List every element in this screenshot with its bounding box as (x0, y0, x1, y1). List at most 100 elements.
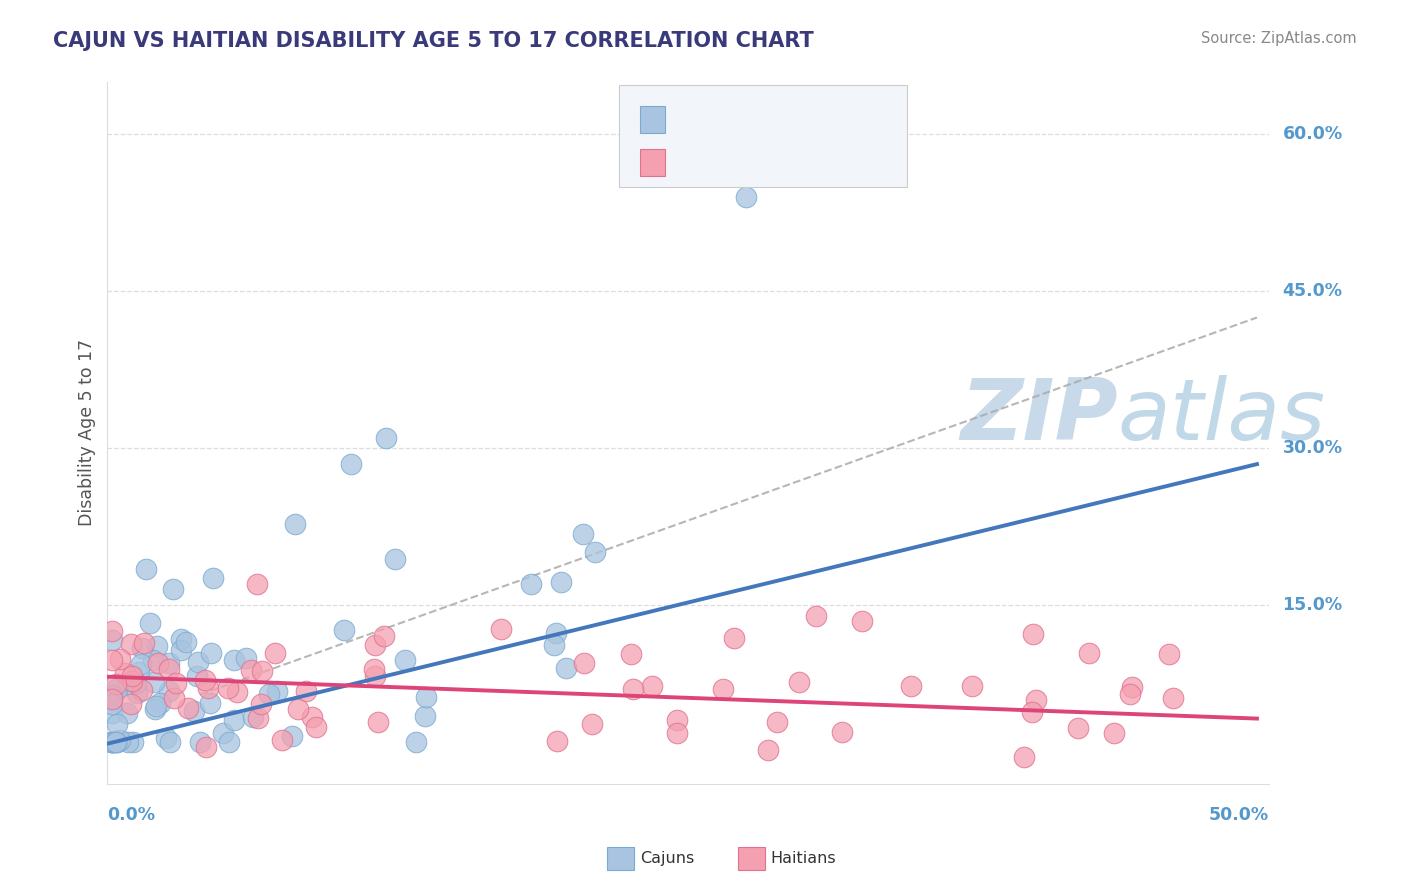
Point (295, 684, 318, 698)
Point (121, 674, 143, 689)
Point (571, 527, 593, 541)
Point (217, 681, 239, 695)
Point (197, 681, 219, 696)
Point (105, 734, 128, 748)
Point (804, 609, 827, 624)
Text: Haitians: Haitians (770, 851, 837, 865)
Point (101, 632, 124, 647)
Point (224, 653, 246, 667)
Point (107, 717, 129, 731)
Point (242, 710, 264, 724)
Point (143, 702, 166, 716)
Point (713, 681, 735, 696)
Point (1163, 690, 1185, 705)
Point (304, 721, 326, 735)
Point (195, 739, 218, 754)
Point (146, 640, 169, 654)
Point (198, 696, 221, 710)
Point (550, 574, 572, 589)
Point (962, 679, 984, 693)
Point (186, 669, 208, 683)
Point (105, 682, 128, 697)
Point (250, 697, 273, 711)
Point (641, 679, 664, 693)
Point (1021, 705, 1043, 719)
Point (489, 622, 512, 636)
Point (373, 629, 395, 643)
Point (134, 635, 156, 649)
Point (665, 726, 688, 740)
Point (131, 683, 153, 698)
Point (226, 684, 249, 698)
Point (146, 656, 169, 670)
Point (159, 734, 181, 748)
Point (129, 657, 152, 671)
Point (163, 690, 186, 705)
Point (101, 706, 124, 721)
Point (101, 691, 124, 706)
Point (301, 709, 323, 723)
Point (202, 571, 225, 585)
Point (246, 577, 269, 591)
Point (364, 669, 387, 683)
Text: atlas: atlas (1118, 376, 1326, 458)
Point (104, 677, 127, 691)
Point (723, 631, 745, 645)
Point (900, 679, 922, 693)
Point (159, 661, 181, 675)
Point (142, 653, 165, 667)
Point (266, 683, 288, 698)
Point (333, 623, 356, 637)
Point (572, 656, 595, 670)
Point (224, 713, 246, 727)
Point (235, 651, 257, 665)
Point (384, 552, 406, 566)
Point (766, 714, 789, 729)
Point (101, 624, 124, 638)
Point (188, 734, 211, 748)
Text: 45.0%: 45.0% (1282, 283, 1343, 301)
Point (117, 734, 139, 748)
Point (125, 686, 148, 700)
Point (621, 681, 644, 696)
Point (101, 653, 124, 667)
Point (405, 734, 427, 748)
Point (176, 635, 198, 649)
Point (544, 625, 567, 640)
Point (1025, 692, 1047, 706)
Point (1119, 687, 1142, 701)
Point (1121, 680, 1143, 694)
Point (375, 431, 398, 445)
Point (122, 734, 145, 748)
Point (183, 704, 205, 718)
Point (125, 676, 148, 690)
Point (247, 711, 270, 725)
Point (117, 706, 139, 720)
Text: 60.0%: 60.0% (1282, 125, 1343, 144)
Point (108, 652, 131, 666)
Point (546, 734, 568, 748)
Point (110, 732, 132, 747)
Point (131, 640, 153, 655)
Point (520, 576, 543, 591)
Point (1157, 647, 1180, 661)
Point (187, 656, 209, 670)
Point (413, 708, 436, 723)
Point (139, 615, 162, 630)
Text: CAJUN VS HAITIAN DISABILITY AGE 5 TO 17 CORRELATION CHART: CAJUN VS HAITIAN DISABILITY AGE 5 TO 17 … (53, 31, 814, 51)
Text: Source: ZipAtlas.com: Source: ZipAtlas.com (1201, 31, 1357, 46)
Point (340, 457, 363, 471)
Point (287, 702, 309, 716)
Point (155, 731, 177, 745)
Point (101, 734, 124, 748)
Point (101, 734, 124, 748)
Point (555, 661, 578, 675)
Point (170, 632, 193, 647)
Point (193, 673, 215, 687)
Point (363, 662, 385, 676)
Text: 0.0%: 0.0% (107, 806, 156, 824)
Point (101, 734, 124, 748)
Point (165, 676, 187, 690)
Point (270, 733, 292, 747)
Text: 15.0%: 15.0% (1282, 597, 1343, 615)
